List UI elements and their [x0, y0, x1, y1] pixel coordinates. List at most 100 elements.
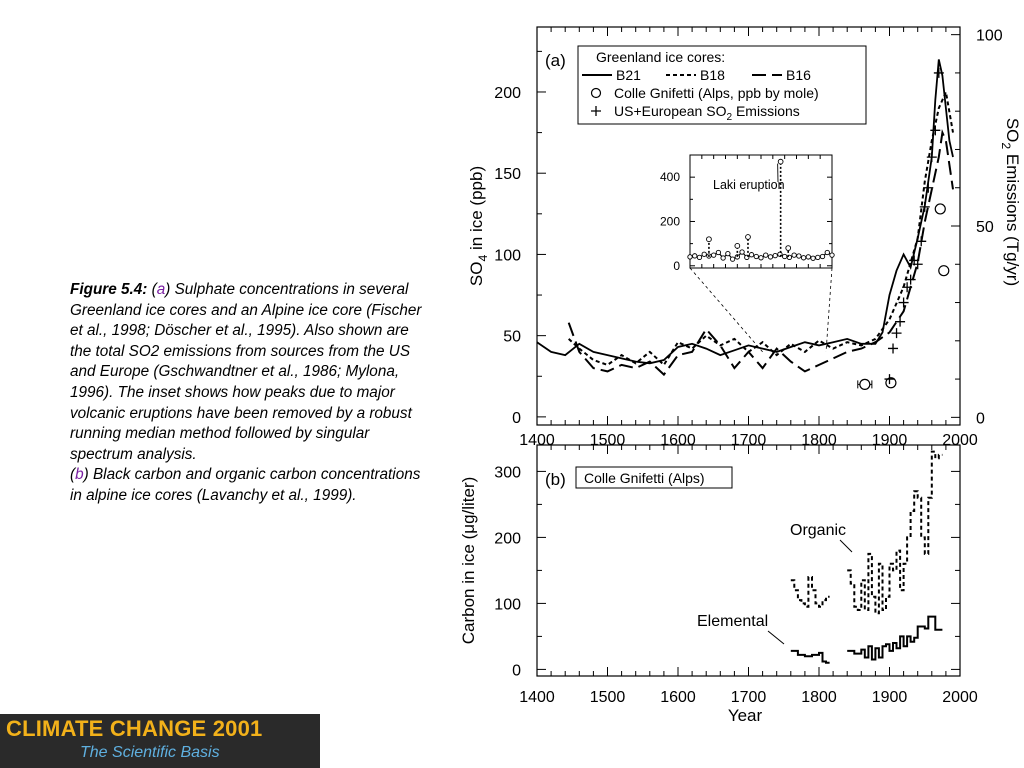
panel-b-xtick-label: 1500 — [590, 689, 626, 706]
panel-a-y2tick-label: 100 — [976, 28, 1003, 45]
annotation-elemental: Elemental — [697, 613, 768, 630]
emissions-plus-point — [888, 343, 899, 354]
emissions-plus-point — [895, 316, 906, 327]
inset-connector-right — [825, 267, 833, 352]
emissions-plus-point — [933, 67, 944, 78]
inset-series-point — [701, 251, 707, 257]
emissions-plus-point — [916, 236, 927, 247]
inset-series-point — [692, 253, 698, 259]
legend-title: Greenland ice cores: — [596, 49, 725, 65]
alps-circle-point — [859, 378, 871, 390]
inset-spike-point — [706, 236, 712, 243]
inset-series-point — [720, 255, 726, 261]
annotation-organic: Organic — [790, 522, 846, 539]
emissions-plus-point — [884, 374, 895, 385]
panel-b-site-label: Colle Gnifetti (Alps) — [584, 470, 705, 486]
inset-series-point — [725, 250, 731, 257]
inset-series-point — [815, 254, 821, 261]
panel-b-ylabel: Carbon in ice (μg/liter) — [459, 477, 478, 645]
caption-text-a: Sulphate concentrations in several Green… — [70, 281, 422, 463]
emissions-plus-point — [923, 182, 934, 193]
panel-a-ylabel: SO4 in ice (ppb) — [467, 166, 490, 286]
legend-box — [577, 45, 867, 125]
panel-b-ytick-label: 0 — [512, 662, 521, 679]
inset-series-point — [758, 255, 764, 261]
inset-annotation-laki: Laki eruption — [713, 178, 785, 192]
caption-close-paren-b: ) — [83, 466, 89, 484]
report-banner: CLIMATE CHANGE 2001 The Scientific Basis — [0, 714, 320, 768]
inset-series-point — [782, 253, 788, 260]
panel-a-ytick-label: 50 — [503, 329, 521, 346]
alps-circle-point — [885, 377, 897, 389]
legend-circle-marker — [590, 87, 602, 99]
banner-subtitle: The Scientific Basis — [80, 744, 220, 761]
emissions-plus-point — [919, 201, 930, 212]
inset-spike-point — [777, 158, 784, 165]
banner-title: CLIMATE CHANGE 2001 — [6, 716, 263, 741]
panel-a-ytick-label: 150 — [494, 166, 521, 183]
inset-ytick-label: 400 — [660, 170, 680, 184]
panel-a-y2tick-label: 50 — [976, 219, 994, 236]
panel-a-ytick-label: 100 — [494, 247, 521, 264]
inset-series-point — [748, 252, 755, 258]
panel-b-xtick-label: 1800 — [801, 689, 837, 706]
emissions-plus-point — [905, 274, 916, 285]
panel-b-xtick-label: 1700 — [731, 689, 767, 706]
panel-b-xtick-label: 1900 — [872, 689, 908, 706]
inset-series-point — [810, 255, 816, 261]
panel-b-ytick-label: 100 — [494, 596, 521, 613]
legend-label-alps: Colle Gnifetti (Alps, ppb by mole) — [614, 85, 819, 101]
inset-spike-point — [785, 245, 792, 251]
emissions-plus-point — [898, 297, 909, 308]
inset-series-point — [739, 249, 745, 255]
inset-series-point — [729, 256, 736, 262]
inset-series-point — [767, 254, 774, 260]
emissions-plus-point — [926, 152, 937, 163]
inset-series-point — [819, 253, 826, 260]
inset-series-point — [824, 249, 830, 256]
panel-b-ytick-label: 200 — [494, 530, 521, 547]
panel-b-xlabel: Year — [728, 706, 763, 725]
inset-series-point — [796, 253, 802, 259]
legend-label-b18: B18 — [700, 67, 725, 83]
inset-series-point — [696, 254, 703, 261]
legend-label-b16: B16 — [786, 67, 811, 83]
caption-close-paren-a: ) — [165, 281, 171, 298]
caption-text-b: Black carbon and organic carbon concentr… — [70, 466, 421, 504]
panel-a-ytick-label: 0 — [512, 410, 521, 427]
figure-label: Figure 5.4: — [70, 281, 148, 298]
inset-series-point — [711, 252, 717, 258]
series-line-b16 — [567, 128, 954, 377]
alps-circle-point — [938, 265, 950, 277]
annotation-elemental-pointer — [767, 630, 785, 645]
legend-plus-marker — [591, 106, 601, 116]
inset-ytick-label: 0 — [673, 259, 680, 273]
inset-series-point — [800, 255, 807, 261]
panel-b-ytick-label: 300 — [494, 464, 521, 481]
emissions-plus-point — [891, 328, 902, 339]
panel-b-label: (b) — [545, 470, 566, 489]
inset-series-point — [791, 252, 797, 258]
inset-series-point — [772, 252, 778, 259]
inset-spike-point — [734, 242, 741, 249]
inset-frame — [689, 154, 833, 269]
inset-series-point — [763, 252, 769, 258]
panel-b-site-box — [575, 466, 733, 489]
caption-letter-a: a — [156, 281, 166, 298]
panel-a-label: (a) — [545, 51, 566, 70]
caption-letter-b: b — [75, 466, 84, 484]
inset-series-point — [805, 254, 811, 260]
annotation-organic-pointer — [839, 539, 853, 553]
series-line-b21 — [536, 59, 954, 365]
inset-spike-point — [745, 234, 751, 240]
caption-open-paren-b: ( — [70, 466, 76, 484]
alps-circle-point — [934, 203, 946, 215]
panel-b-xtick-label: 1600 — [660, 689, 696, 706]
panel-a-y2label: SO2 Emissions (Tg/yr) — [999, 118, 1022, 286]
inset-ytick-label: 200 — [660, 214, 680, 228]
emissions-plus-point — [930, 125, 941, 136]
legend-label-emissions: US+European SO2 Emissions — [614, 103, 800, 123]
panel-b-xtick-label: 2000 — [942, 689, 978, 706]
panel-a-y2tick-label: 0 — [976, 410, 985, 427]
